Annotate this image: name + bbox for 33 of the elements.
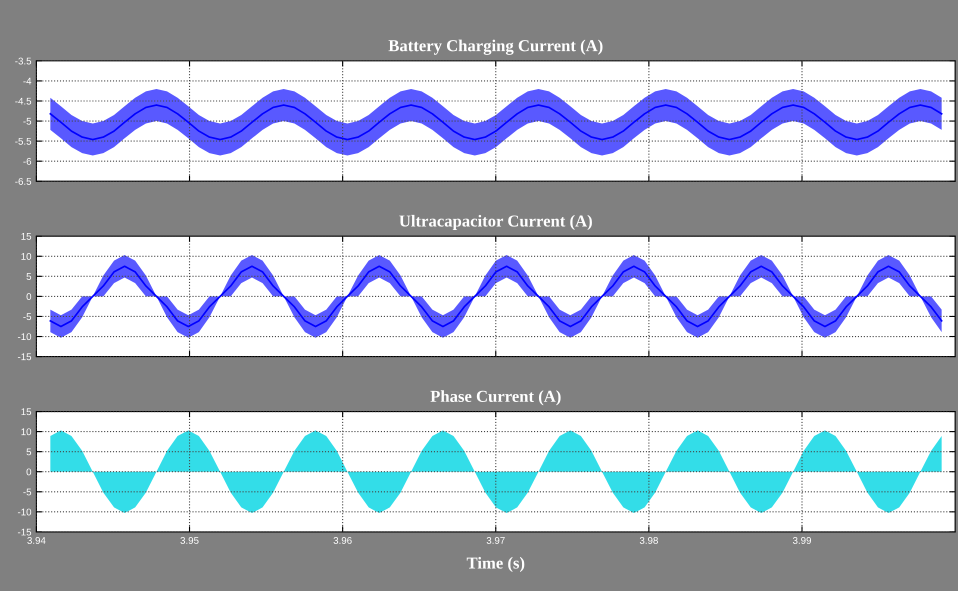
y-tick-label: -5	[23, 118, 32, 125]
y-tick-label: -4.5	[15, 98, 32, 105]
y-tick-label: -6.5	[15, 178, 32, 185]
y-tick-label: 15	[21, 233, 32, 240]
x-tick-label: 3.98	[640, 537, 658, 544]
y-tick-label: 15	[21, 408, 32, 416]
y-tick-label: -15	[18, 528, 32, 536]
x-tick-label: 3.96	[334, 537, 352, 544]
y-tick-label: -10	[18, 333, 32, 340]
y-tick-label: 10	[21, 253, 32, 260]
chart-title: Battery Charging Current (A)	[388, 40, 603, 55]
y-tick-label: 5	[26, 273, 32, 280]
y-tick-label: -5	[23, 488, 32, 496]
y-tick-label: -3.5	[15, 58, 32, 64]
x-tick-label: 3.94	[27, 537, 46, 544]
y-tick-label: -15	[18, 353, 32, 360]
x-tick-label: 3.95	[180, 537, 199, 544]
line-series	[50, 265, 942, 328]
line-series	[50, 104, 942, 140]
y-tick-label: -10	[18, 508, 32, 516]
x-tick-label: 3.99	[792, 537, 812, 544]
y-tick-label: -5.5	[15, 138, 32, 145]
chart-title: Phase Current (A)	[430, 390, 561, 406]
y-tick-label: -4	[23, 78, 32, 84]
y-tick-label: 5	[26, 448, 32, 456]
y-tick-label: -6	[23, 158, 32, 165]
y-tick-label: 0	[26, 468, 32, 476]
y-tick-label: 10	[21, 428, 32, 436]
y-tick-label: -5	[23, 313, 32, 320]
x-tick-label: 3.97	[486, 537, 505, 544]
chart-title: Ultracapacitor Current (A)	[399, 214, 592, 230]
y-tick-label: 0	[26, 293, 32, 300]
x-axis-title: Time (s)	[466, 556, 524, 572]
